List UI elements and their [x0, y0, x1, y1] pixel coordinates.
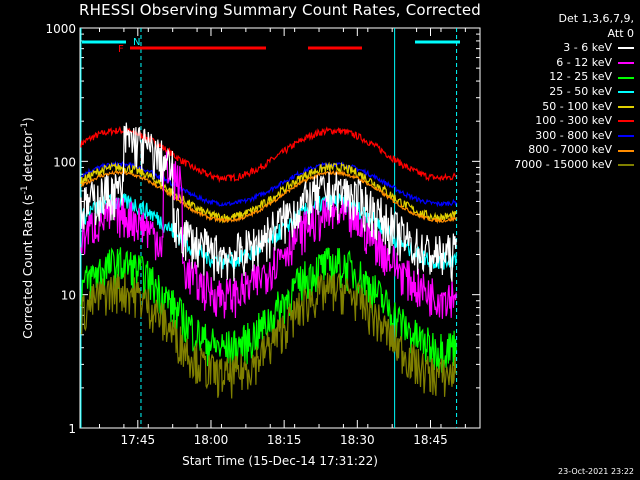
legend-swatch [618, 62, 634, 65]
legend-label: 3 - 6 keV [563, 41, 612, 55]
timestamp: 23-Oct-2021 23:22 [558, 467, 634, 476]
legend-item: 25 - 50 keV [478, 85, 634, 100]
plot-frame [79, 27, 481, 429]
series-line-12to25keV [80, 247, 457, 373]
series-line-3to6keV [80, 122, 457, 282]
legend-item: 300 - 800 keV [478, 129, 634, 144]
legend-swatch [618, 149, 634, 152]
legend-swatch [618, 120, 634, 123]
legend-swatch [618, 91, 634, 94]
legend-item: 100 - 300 keV [478, 114, 634, 129]
legend-label: 800 - 7000 keV [528, 143, 612, 157]
y-tick-label: 100 [53, 155, 76, 169]
legend-swatch [618, 135, 634, 138]
night-flag-label: N [133, 37, 140, 48]
legend-header-2: Att 0 [607, 26, 634, 40]
legend-swatch [618, 76, 634, 79]
legend-item: 800 - 7000 keV [478, 143, 634, 158]
legend-item: 6 - 12 keV [478, 56, 634, 71]
legend-label: 100 - 300 keV [535, 114, 612, 128]
legend-label: 7000 - 15000 keV [514, 157, 612, 171]
x-tick-label: 18:15 [267, 433, 302, 447]
legend-item: 12 - 25 keV [478, 70, 634, 85]
x-axis-label: Start Time (15-Dec-14 17:31:22) [182, 454, 378, 468]
legend-label: 12 - 25 keV [549, 70, 612, 84]
legend-item: 7000 - 15000 keV [478, 158, 634, 173]
series-line-7000to15000keV [80, 272, 457, 399]
flare-flag-label: F [118, 44, 124, 55]
legend-swatch [618, 105, 634, 108]
y-tick-label: 1000 [45, 22, 76, 36]
x-tick-label: 18:45 [413, 433, 448, 447]
x-tick-label: 17:45 [121, 433, 156, 447]
x-tick-label: 18:30 [340, 433, 375, 447]
series-line-800to7000keV [80, 169, 457, 225]
legend-label: 300 - 800 keV [535, 128, 612, 142]
series-line-50to100keV [80, 161, 457, 224]
y-tick-label: 1 [68, 422, 76, 436]
x-tick-label: 18:00 [194, 433, 229, 447]
legend-item: 3 - 6 keV [478, 41, 634, 56]
legend-swatch [618, 47, 634, 50]
legend-label: 50 - 100 keV [542, 99, 612, 113]
legend-item: 50 - 100 keV [478, 100, 634, 115]
series-line-300to800keV [80, 160, 457, 208]
y-axis-label: Corrected Count Rate (s-1 detector-1) [20, 117, 35, 338]
series-line-25to50keV [80, 192, 457, 271]
chart-title: RHESSI Observing Summary Count Rates, Co… [78, 1, 481, 19]
chart-legend: Det 1,3,6,7,9, Att 0 3 - 6 keV 6 - 12 keV… [478, 12, 634, 173]
legend-header-1: Det 1,3,6,7,9, [558, 12, 634, 25]
legend-swatch [618, 164, 634, 167]
y-tick-label: 10 [61, 289, 76, 303]
series-line-6to12keV [80, 151, 457, 319]
legend-label: 6 - 12 keV [556, 55, 612, 69]
legend-label: 25 - 50 keV [549, 84, 612, 98]
